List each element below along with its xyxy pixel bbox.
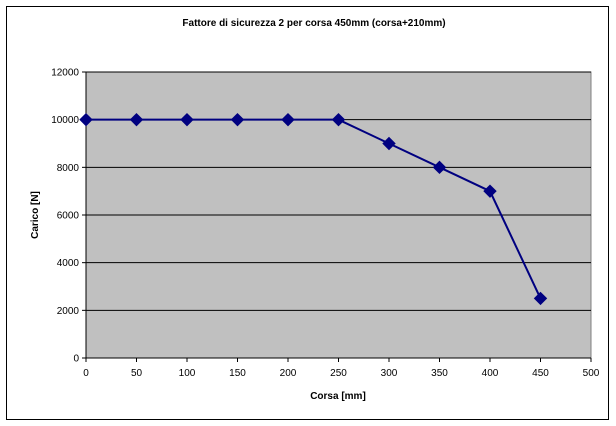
data-point-marker: [79, 112, 93, 127]
x-tick-label: 400: [482, 368, 499, 379]
y-tick-label: 4000: [57, 258, 80, 269]
y-tick-label: 6000: [57, 211, 80, 222]
y-tick-label: 2000: [57, 306, 80, 317]
y-tick-labels: 0 2000 4000 6000 8000 10000 12000: [51, 68, 79, 365]
y-axis-label: Carico [N]: [30, 191, 41, 239]
x-tick-labels: 0 50 100 150 200 250 300 350 400 450 500: [83, 368, 600, 379]
x-tick-label: 150: [229, 368, 246, 379]
data-point-marker: [129, 112, 144, 127]
x-tick-label: 500: [583, 368, 600, 379]
x-tick-label: 350: [431, 368, 448, 379]
y-tick-label: 10000: [51, 115, 79, 126]
x-tick-label: 0: [83, 368, 89, 379]
y-tick-label: 8000: [57, 163, 80, 174]
x-tick-label: 50: [131, 368, 143, 379]
series-line: [86, 118, 542, 299]
y-tick-label: 12000: [51, 68, 79, 79]
series-layer: [79, 112, 548, 306]
x-tick-label: 250: [330, 368, 347, 379]
data-point-marker: [230, 112, 245, 127]
x-tick-label: 300: [381, 368, 398, 379]
data-point-marker: [533, 291, 548, 306]
data-point-marker: [281, 112, 295, 127]
x-tick-label: 100: [179, 368, 196, 379]
data-point-marker: [331, 112, 346, 127]
data-point-marker: [180, 112, 194, 127]
chart-title: Fattore di sicurezza 2 per corsa 450mm (…: [182, 18, 445, 29]
data-point-marker: [382, 136, 396, 151]
data-point-marker: [432, 160, 447, 175]
x-tick-label: 200: [280, 368, 297, 379]
x-tick-label: 450: [532, 368, 549, 379]
x-axis-label: Corsa [mm]: [310, 391, 366, 402]
y-tick-label: 0: [73, 354, 79, 365]
data-point-marker: [483, 184, 497, 198]
